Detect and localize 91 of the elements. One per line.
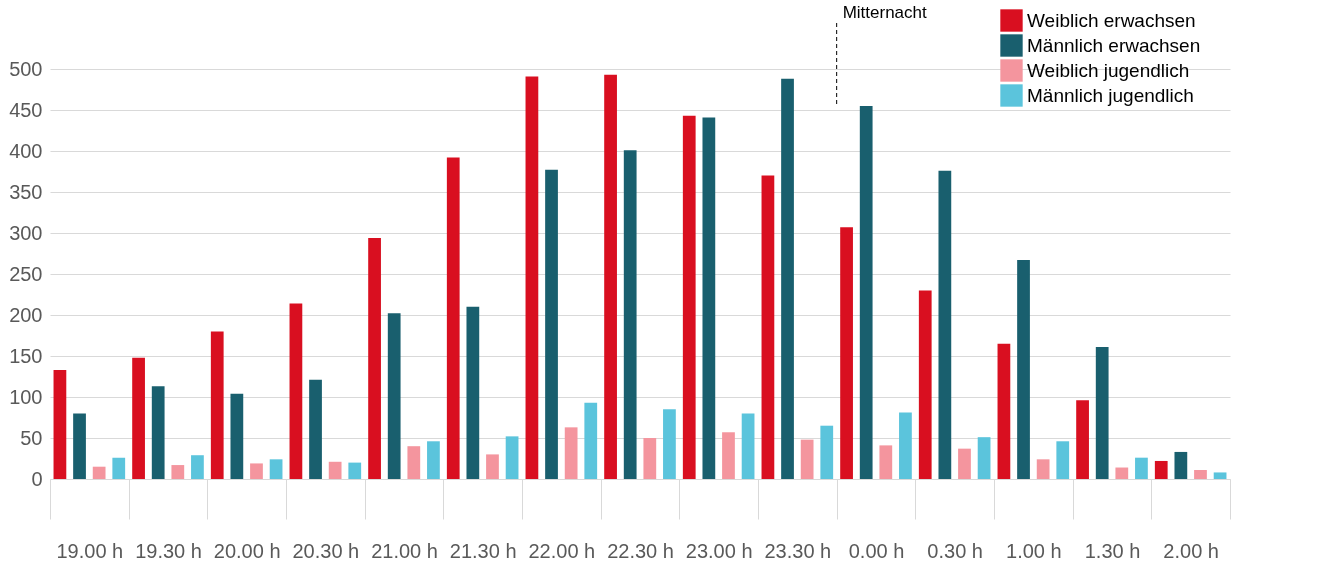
bar [486,454,499,479]
bar [702,117,716,479]
bar [781,78,794,479]
x-tick-label: 19.30 h [135,539,202,562]
legend-label: Weiblich erwachsen [1027,9,1196,31]
bar [840,227,853,479]
bar [623,150,637,479]
y-tick-label: 500 [9,57,43,80]
bar [643,438,657,479]
bar [1056,441,1070,479]
y-tick-label: 200 [9,303,43,326]
bar [466,306,480,479]
bar [1017,260,1030,479]
bar [859,105,873,479]
x-tick-label: 20.00 h [213,539,281,562]
bar [250,463,263,479]
bar [427,441,440,479]
bar [663,409,676,479]
bar [269,459,283,479]
bar [899,412,912,479]
bar [879,445,893,479]
bar [1194,469,1207,479]
y-tick-label: 0 [31,467,43,490]
x-tick-label: 21.00 h [371,539,438,562]
y-tick-label: 450 [9,98,43,121]
x-tick-label: 21.30 h [449,539,517,562]
x-tick-label: 2.00 h [1163,539,1219,562]
x-tick-label: 23.30 h [764,539,832,562]
bar [368,237,381,479]
bar [387,313,401,479]
y-tick-label: 350 [9,180,43,203]
bar [1115,467,1129,479]
bar [1135,457,1148,479]
y-tick-label: 50 [20,426,43,449]
bar [1095,346,1109,479]
bar [525,76,539,479]
bar [1036,459,1050,479]
bar [761,175,775,479]
bar [328,461,342,479]
x-tick-label: 22.00 h [528,539,596,562]
legend-label: Weiblich jugendlich [1027,59,1190,81]
bar [230,393,244,479]
bar [958,448,971,479]
bar [1174,451,1188,479]
bar [918,290,932,479]
bar [800,439,814,479]
x-tick-label: 22.30 h [607,539,674,562]
bar [604,74,617,479]
bar [722,432,735,479]
y-tick-label: 150 [9,344,43,367]
bar [112,457,126,479]
bar [1154,460,1168,479]
bar [289,303,303,479]
x-tick-label: 1.00 h [1006,539,1062,562]
bar [564,427,578,479]
bar [210,331,224,479]
y-tick-label: 300 [9,221,43,244]
bar [53,369,67,479]
bar [73,413,86,479]
bar [171,465,185,479]
bar [151,386,165,479]
ref-line-label: Mitternacht [842,3,928,22]
bar [309,379,322,479]
y-tick-label: 400 [9,139,43,162]
x-tick-label: 20.30 h [292,539,360,562]
bar [584,402,598,479]
bar [545,169,558,479]
legend-label: Männlich jugendlich [1027,84,1194,106]
y-tick-label: 100 [9,385,43,408]
bar [446,157,460,479]
x-tick-label: 0.00 h [848,539,905,562]
bar [1213,472,1227,479]
bar [92,466,106,479]
x-tick-label: 0.30 h [927,539,983,562]
x-tick-label: 23.00 h [685,539,753,562]
x-tick-label: 1.30 h [1084,539,1141,562]
bar [938,170,952,479]
bar [820,425,834,479]
bar [407,446,421,479]
bar [191,455,204,479]
legend-label: Männlich erwachsen [1027,34,1201,56]
bar [1076,400,1089,479]
bar [348,462,362,479]
bar [132,357,145,479]
bar [741,413,755,479]
bar [682,115,696,479]
y-tick-label: 250 [9,262,43,285]
bar [977,437,991,479]
x-tick-label: 19.00 h [56,539,124,562]
bar [997,343,1011,479]
bar [505,436,519,479]
